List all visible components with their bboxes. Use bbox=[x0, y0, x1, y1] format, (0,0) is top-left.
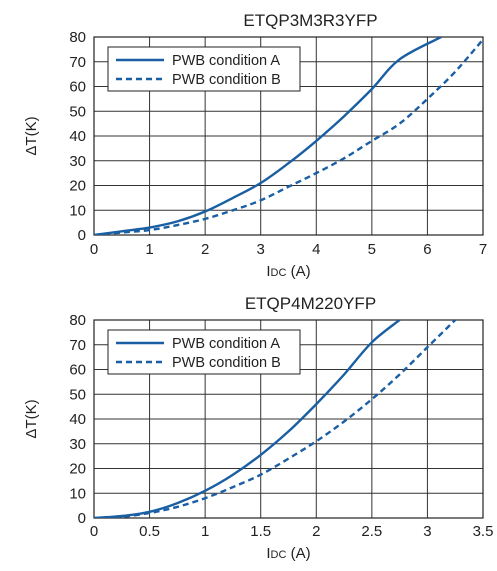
chart1-x-tick-label: 2 bbox=[201, 241, 209, 258]
chart1-x-tick-label: 7 bbox=[479, 241, 487, 258]
chart1-x-axis-label-unit: (A) bbox=[286, 263, 310, 280]
chart2-y-tick-label: 80 bbox=[69, 312, 86, 329]
chart1-x-tick-label: 3 bbox=[257, 241, 265, 258]
chart2: ETQP4M220YFP 0 0.5 1 1.5 2 2.5 3 3.5 0 10 20 30 40 50 6… bbox=[23, 294, 493, 562]
chart1-x-tick-label: 5 bbox=[368, 241, 376, 258]
chart2-title: ETQP4M220YFP bbox=[245, 294, 376, 313]
chart1-series-line-b bbox=[94, 38, 483, 235]
chart2-x-axis-label: IDC (A) bbox=[266, 545, 310, 562]
chart2-y-tick-label: 10 bbox=[69, 485, 86, 502]
chart1-y-tick-label: 20 bbox=[69, 178, 86, 195]
chart2-x-tick-label: 2 bbox=[312, 523, 320, 540]
chart2-legend-label-a: PWB condition A bbox=[172, 336, 280, 352]
chart2-x-axis-label-sub: DC bbox=[271, 549, 287, 561]
chart1-y-tick-label: 70 bbox=[69, 54, 86, 71]
chart2-y-tick-label: 20 bbox=[69, 461, 86, 478]
chart2-y-tick-label: 0 bbox=[78, 510, 86, 527]
chart2-y-tick-label: 50 bbox=[69, 386, 86, 403]
chart2-x-tick-label: 1.5 bbox=[250, 523, 271, 540]
chart2-x-tick-label: 3.5 bbox=[473, 523, 494, 540]
chart2-x-tick-label: 3 bbox=[423, 523, 431, 540]
chart1-legend-label-b: PWB condition B bbox=[172, 72, 281, 88]
chart1-plot-frame bbox=[93, 36, 484, 236]
chart2-legend-label-b: PWB condition B bbox=[172, 355, 281, 371]
chart1-y-tick-label: 40 bbox=[69, 128, 86, 145]
chart2-y-tick-label: 70 bbox=[69, 337, 86, 354]
chart2-series-line-b bbox=[94, 320, 457, 518]
chart2-y-axis-label: ΔT(K) bbox=[23, 399, 40, 438]
chart1-y-tick-label: 60 bbox=[69, 79, 86, 96]
chart1-legend-box bbox=[107, 46, 301, 92]
chart1-legend-label-a: PWB condition A bbox=[172, 53, 280, 69]
chart2-x-tick-label: 2.5 bbox=[361, 523, 382, 540]
chart2-y-tick-label: 40 bbox=[69, 411, 86, 428]
chart2-x-axis-label-main: I bbox=[266, 545, 270, 562]
chart2-legend-box bbox=[107, 329, 301, 375]
chart2-x-tick-label: 0.5 bbox=[139, 523, 160, 540]
chart1-x-tick-label: 1 bbox=[145, 241, 153, 258]
chart1-title: ETQP3M3R3YFP bbox=[243, 11, 377, 30]
chart1-y-tick-label: 10 bbox=[69, 202, 86, 219]
chart1-x-tick-label: 4 bbox=[312, 241, 320, 258]
chart2-plot-frame bbox=[93, 319, 484, 519]
chart1-x-tick-label: 0 bbox=[90, 241, 98, 258]
chart2-x-tick-label: 1 bbox=[201, 523, 209, 540]
chart1-y-axis-label: ΔT(K) bbox=[23, 116, 40, 155]
chart1-y-tick-label: 0 bbox=[78, 227, 86, 244]
chart1-y-tick-label: 80 bbox=[69, 29, 86, 46]
chart2-y-tick-label: 60 bbox=[69, 362, 86, 379]
chart1-series-line-a bbox=[94, 37, 442, 235]
chart1-x-axis-label-main: I bbox=[266, 263, 270, 280]
chart1-y-tick-label: 50 bbox=[69, 103, 86, 120]
chart1-y-tick-label: 30 bbox=[69, 153, 86, 170]
chart1-x-axis-label-sub: DC bbox=[271, 267, 287, 279]
chart1-x-axis-label: IDC (A) bbox=[266, 263, 310, 280]
chart1-x-tick-label: 6 bbox=[423, 241, 431, 258]
chart2-x-tick-label: 0 bbox=[90, 523, 98, 540]
chart2-y-tick-label: 30 bbox=[69, 436, 86, 453]
chart2-x-axis-label-unit: (A) bbox=[286, 545, 310, 562]
